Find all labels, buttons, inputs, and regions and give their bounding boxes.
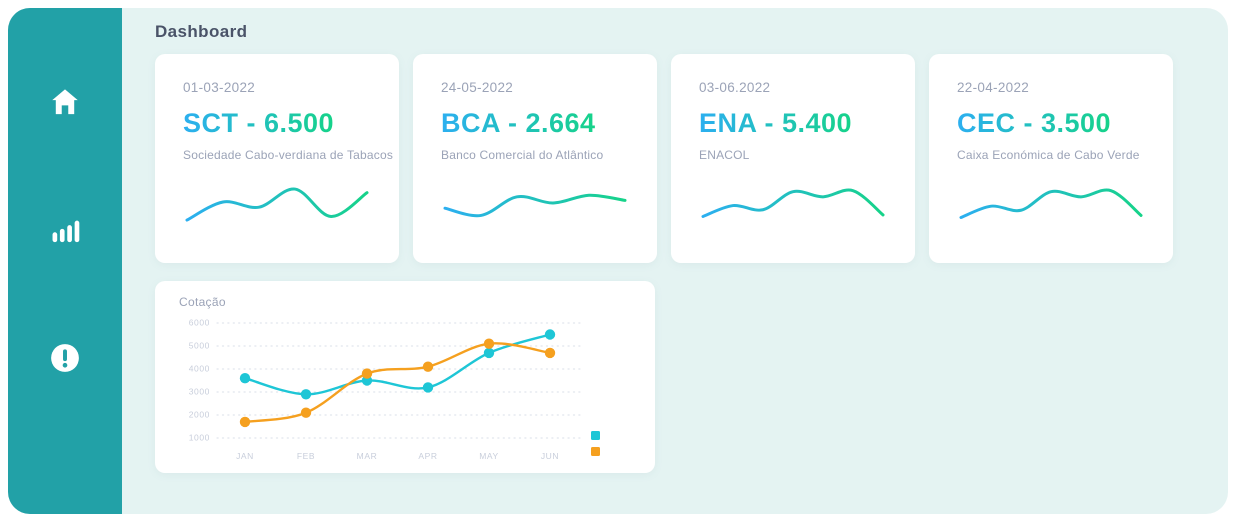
stock-ticker-value: SCT - 6.500 xyxy=(183,108,335,138)
stock-card-ena[interactable]: 03-06.2022 ENA - 5.400 ENACOL xyxy=(671,54,915,263)
stock-date: 03-06.2022 xyxy=(699,80,771,95)
svg-text:3000: 3000 xyxy=(189,387,210,397)
legend-swatch-series-2[interactable] xyxy=(591,447,600,456)
chart-legend xyxy=(591,431,600,456)
chart-title: Cotação xyxy=(179,295,226,309)
quotation-chart-card: Cotação 1000 2000 3000 4000 5000 6000 JAN FEB MA… xyxy=(155,281,655,473)
stock-date: 24-05-2022 xyxy=(441,80,514,95)
svg-text:5000: 5000 xyxy=(189,341,210,351)
sidebar-item-alerts[interactable] xyxy=(45,338,85,378)
bar-chart-icon xyxy=(52,220,80,243)
home-icon xyxy=(52,89,78,115)
sidebar-item-home[interactable] xyxy=(45,82,85,122)
sidebar-item-charts[interactable] xyxy=(45,210,85,250)
stock-company-name: Caixa Económica de Cabo Verde xyxy=(957,148,1140,162)
legend-swatch-series-1[interactable] xyxy=(591,431,600,440)
svg-text:4000: 4000 xyxy=(189,364,210,374)
sparkline-chart xyxy=(959,188,1143,220)
stock-company-name: Banco Comercial do Atlântico xyxy=(441,148,604,162)
stock-card-sct[interactable]: 01-03-2022 SCT - 6.500 Sociedade Cabo-ve… xyxy=(155,54,399,263)
stock-company-name: ENACOL xyxy=(699,148,750,162)
stock-date: 01-03-2022 xyxy=(183,80,256,95)
svg-text:APR: APR xyxy=(418,451,437,461)
svg-text:JAN: JAN xyxy=(236,451,254,461)
stock-ticker-value: BCA - 2.664 xyxy=(441,108,596,138)
svg-text:JUN: JUN xyxy=(541,451,559,461)
app-window: Dashboard 01-03-2022 SCT - 6.500 Socieda… xyxy=(8,8,1228,514)
sparkline-chart xyxy=(443,193,627,218)
svg-text:MAR: MAR xyxy=(357,451,378,461)
stock-card-bca[interactable]: 24-05-2022 BCA - 2.664 Banco Comercial d… xyxy=(413,54,657,263)
main-content: Dashboard 01-03-2022 SCT - 6.500 Socieda… xyxy=(122,8,1228,514)
stock-cards-row: 01-03-2022 SCT - 6.500 Sociedade Cabo-ve… xyxy=(155,54,1228,263)
stock-card-cec[interactable]: 22-04-2022 CEC - 3.500 Caixa Económica d… xyxy=(929,54,1173,263)
sidebar xyxy=(8,8,122,514)
stock-ticker-value: CEC - 3.500 xyxy=(957,108,1112,138)
quotation-line-chart: 1000 2000 3000 4000 5000 6000 JAN FEB MAR APR MAY J… xyxy=(189,318,584,461)
stock-company-name: Sociedade Cabo-verdiana de Tabacos xyxy=(183,148,394,162)
sparkline-chart xyxy=(185,187,369,222)
svg-text:6000: 6000 xyxy=(189,318,210,328)
stock-date: 22-04-2022 xyxy=(957,80,1030,95)
svg-text:MAY: MAY xyxy=(479,451,499,461)
svg-text:2000: 2000 xyxy=(189,410,210,420)
page-title: Dashboard xyxy=(155,22,248,41)
alert-icon xyxy=(51,344,79,372)
sparkline-chart xyxy=(701,188,885,218)
svg-text:FEB: FEB xyxy=(297,451,315,461)
svg-text:1000: 1000 xyxy=(189,433,210,443)
stock-ticker-value: ENA - 5.400 xyxy=(699,108,853,138)
